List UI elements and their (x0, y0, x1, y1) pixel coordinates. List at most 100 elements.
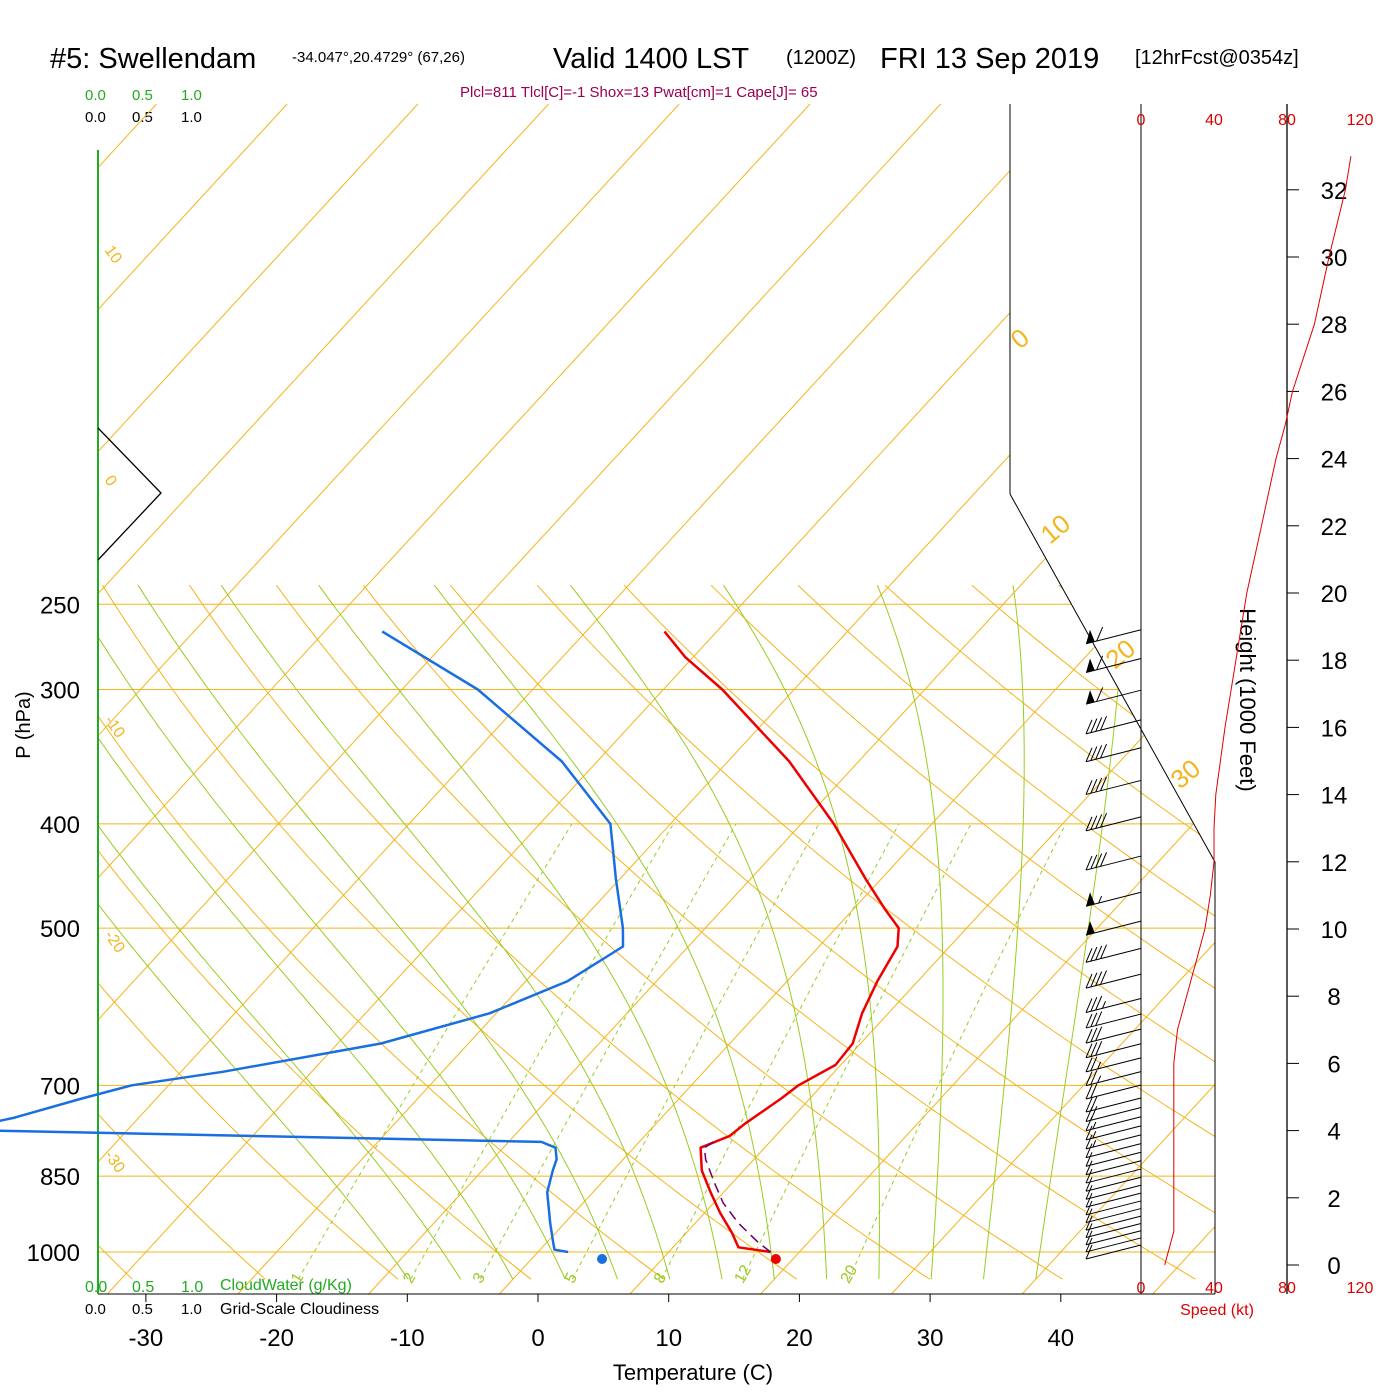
moist-adiabat (137, 584, 618, 1280)
wind-barb (1085, 1160, 1142, 1176)
wind-barb (1085, 1041, 1142, 1059)
isotherm-label: 0 (101, 473, 120, 490)
moist-adiabat (220, 584, 671, 1280)
temp-tick-label: -30 (129, 1325, 164, 1352)
dry-adiabat (884, 584, 1215, 1280)
isotherm-label: 10 (101, 243, 125, 267)
mixing-ratio-line (571, 823, 820, 1280)
wind-barb (1085, 1083, 1142, 1100)
cloudwater-tick: 0.0 (85, 1279, 107, 1296)
speed-tick-label-top: 0 (1137, 112, 1146, 129)
dry-adiabat (797, 584, 1215, 1280)
dry-adiabat (98, 584, 399, 1280)
height-tick-label: 32 (1321, 178, 1348, 205)
height-tick-label: 18 (1321, 648, 1348, 675)
cloudwater-tick: 1.0 (181, 87, 202, 104)
wind-barb (1085, 1168, 1142, 1184)
mixing-ratio-label: 5 (562, 1270, 581, 1286)
isotherm-label: 20 (1100, 633, 1141, 675)
isotherm-line (98, 104, 942, 1294)
valid-date: FRI 13 Sep 2019 (880, 43, 1099, 75)
isotherm-line (98, 104, 1072, 1294)
isotherm-line (98, 104, 419, 1294)
wind-barb (1085, 1125, 1142, 1141)
wind-barb (1085, 1200, 1142, 1216)
mixing-ratio-line (848, 823, 1067, 1280)
wind-barb (1085, 920, 1142, 936)
wind-barb (1085, 1184, 1142, 1200)
moist-adiabat (1035, 585, 1127, 1280)
dry-adiabat (102, 584, 798, 1280)
cloudwater-tick: 0.5 (132, 87, 153, 104)
wind-barb (1085, 715, 1142, 735)
wind-barb (1085, 812, 1142, 832)
moist-adiabat (98, 584, 566, 1280)
height-tick-label: 16 (1321, 715, 1348, 742)
pressure-tick-label: 400 (40, 812, 80, 839)
moist-adiabat (723, 584, 880, 1280)
height-tick-label: 10 (1321, 917, 1348, 944)
cloudiness-tick: 1.0 (181, 1301, 202, 1318)
mixing-ratio-label: 12 (731, 1262, 755, 1286)
height-tick-label: 2 (1327, 1186, 1340, 1213)
moist-adiabat (983, 585, 1025, 1280)
isotherm-label: 10 (1035, 508, 1076, 550)
mixing-ratio-label: 20 (838, 1262, 862, 1286)
speed-tick-label-bottom: 120 (1347, 1280, 1374, 1297)
x-axis-label: Temperature (C) (613, 1360, 773, 1385)
isotherm-line (891, 104, 1215, 1294)
speed-tick-label-bottom: 0 (1137, 1280, 1146, 1297)
wind-barb (1085, 1011, 1142, 1029)
chart-series (0, 630, 900, 1264)
height-tick-label: 26 (1321, 379, 1348, 406)
isotherm-label: 0 (1005, 322, 1035, 354)
dry-adiabat (98, 585, 266, 1280)
height-tick-label: 8 (1327, 984, 1340, 1011)
dewpoint-line (0, 630, 625, 1254)
wind-speed-line (1164, 156, 1352, 1266)
dry-adiabat (1145, 584, 1215, 1280)
isotherm-line (98, 104, 811, 1294)
isotherm-label: 30 (1165, 753, 1206, 795)
pressure-tick-label: 1000 (27, 1240, 80, 1267)
mixing-ratio-line (410, 823, 674, 1280)
isotherm-label: -10 (101, 713, 128, 742)
temp-tick-label: 10 (655, 1325, 682, 1352)
isotherm-line (1284, 104, 1400, 1294)
wind-barb (1085, 1151, 1142, 1167)
height-tick-label: 0 (1327, 1253, 1340, 1280)
pressure-tick-label: 300 (40, 677, 80, 704)
wind-barb (1085, 626, 1142, 645)
wind-barb (1085, 1192, 1142, 1208)
wind-barb (1085, 1056, 1142, 1073)
cloudwater-label: CloudWater (g/Kg) (220, 1277, 352, 1294)
height-tick-label: 4 (1327, 1119, 1340, 1146)
height-tick-label: 28 (1321, 312, 1348, 339)
mixing-ratio-line (742, 823, 972, 1280)
cloudiness-label: Grid-Scale Cloudiness (220, 1301, 379, 1318)
speed-tick-label-top: 40 (1205, 112, 1223, 129)
wind-barb (1085, 1244, 1142, 1260)
wind-barb (1085, 776, 1142, 795)
temp-tick-label: 30 (917, 1325, 944, 1352)
utc-time: (1200Z) (786, 47, 856, 69)
pressure-tick-label: 250 (40, 592, 80, 619)
isotherm-line (368, 104, 1215, 1294)
moist-adiabat (98, 584, 462, 1280)
height-tick-label: 22 (1321, 514, 1348, 541)
wind-barb (1085, 687, 1142, 705)
cloudiness-tick: 0.5 (132, 1301, 153, 1318)
temp-tick-label: 40 (1047, 1325, 1074, 1352)
height-axis-label: Height (1000 Feet) (1235, 608, 1260, 791)
speed-tick-label-bottom: 80 (1278, 1280, 1296, 1297)
dry-adiabat (536, 584, 1215, 1280)
isotherm-line (760, 104, 1215, 1294)
wind-barb (1085, 1230, 1142, 1246)
dry-adiabat (189, 584, 930, 1280)
isotherm-label: -30 (101, 1148, 128, 1177)
wind-barb (1085, 891, 1142, 907)
cloudwater-tick: 1.0 (181, 1279, 203, 1296)
isotherm-line (498, 104, 1215, 1294)
